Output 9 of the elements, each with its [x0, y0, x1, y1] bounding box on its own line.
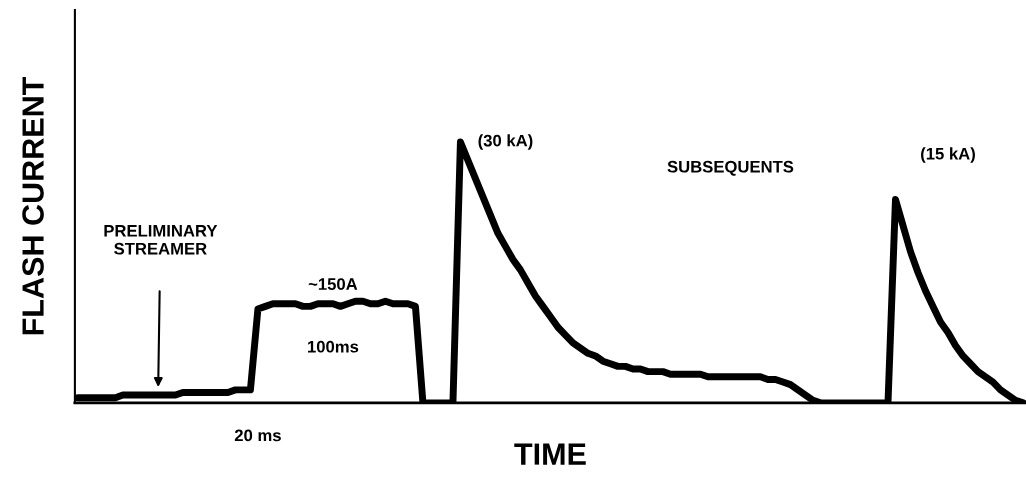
- text: 20 ms: [234, 429, 281, 442]
- annotation: PRELIMINARY STREAMER: [104, 225, 218, 255]
- annotation: (15 kA): [921, 147, 975, 163]
- annotation: SUBSEQUENTS: [667, 160, 794, 176]
- y-axis-title: FLASH CURRENT: [22, 76, 44, 335]
- x-axis-title: TIME: [514, 443, 586, 465]
- annotation: ~150A: [308, 278, 358, 290]
- annotation: 100ms: [308, 340, 359, 353]
- annotation: (30 kA): [478, 134, 533, 150]
